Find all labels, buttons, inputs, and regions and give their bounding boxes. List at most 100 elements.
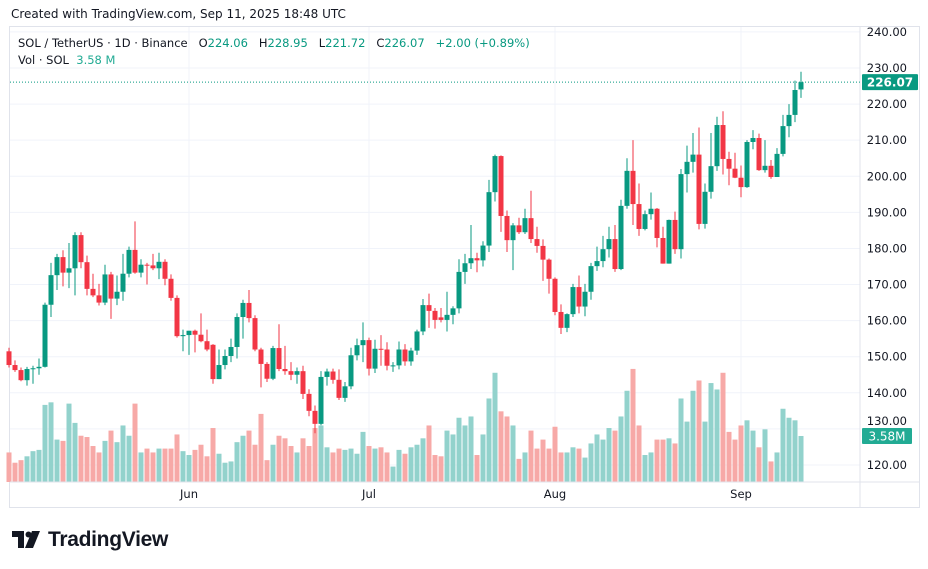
candle-down[interactable] bbox=[660, 237, 666, 264]
candle-down[interactable] bbox=[384, 349, 390, 366]
candle-up[interactable] bbox=[72, 235, 78, 269]
candle-up[interactable] bbox=[750, 138, 756, 142]
candle-down[interactable] bbox=[144, 264, 150, 266]
candle-up[interactable] bbox=[396, 349, 402, 366]
candle-up[interactable] bbox=[234, 317, 240, 347]
candle-down[interactable] bbox=[18, 370, 24, 381]
candle-down[interactable] bbox=[336, 379, 342, 398]
candle-up[interactable] bbox=[480, 245, 486, 261]
candle-up[interactable] bbox=[360, 340, 366, 346]
candle-down[interactable] bbox=[726, 158, 732, 169]
candle-down[interactable] bbox=[438, 317, 444, 320]
candle-down[interactable] bbox=[150, 265, 156, 269]
candle-up[interactable] bbox=[774, 153, 780, 177]
candle-down[interactable] bbox=[426, 305, 432, 311]
candle-down[interactable] bbox=[636, 204, 642, 229]
candle-up[interactable] bbox=[30, 368, 36, 370]
candle-down[interactable] bbox=[12, 365, 18, 371]
candle-down[interactable] bbox=[576, 287, 582, 307]
candle-up[interactable] bbox=[798, 82, 804, 90]
tradingview-logo[interactable]: TradingView bbox=[12, 528, 168, 552]
candle-down[interactable] bbox=[720, 125, 726, 159]
candle-down[interactable] bbox=[210, 344, 216, 380]
candle-up[interactable] bbox=[66, 268, 72, 273]
candle-down[interactable] bbox=[504, 215, 510, 241]
candle-down[interactable] bbox=[534, 239, 540, 246]
candle-up[interactable] bbox=[24, 368, 30, 381]
candle-down[interactable] bbox=[672, 219, 678, 250]
candle-down[interactable] bbox=[84, 262, 90, 289]
candle-down[interactable] bbox=[474, 258, 480, 261]
candle-up[interactable] bbox=[156, 261, 162, 269]
candle-down[interactable] bbox=[204, 341, 210, 350]
candle-down[interactable] bbox=[168, 278, 174, 298]
candle-down[interactable] bbox=[132, 249, 138, 273]
candle-up[interactable] bbox=[36, 366, 42, 369]
candle-down[interactable] bbox=[696, 154, 702, 224]
candle-up[interactable] bbox=[270, 348, 276, 379]
candle-up[interactable] bbox=[420, 305, 426, 332]
candle-down[interactable] bbox=[300, 371, 306, 394]
candle-down[interactable] bbox=[540, 245, 546, 260]
candle-up[interactable] bbox=[42, 304, 48, 367]
candle-up[interactable] bbox=[690, 154, 696, 162]
candle-down[interactable] bbox=[558, 311, 564, 328]
candle-up[interactable] bbox=[354, 345, 360, 356]
volume-label[interactable]: Vol · SOL bbox=[18, 53, 69, 67]
candle-up[interactable] bbox=[588, 266, 594, 292]
candle-down[interactable] bbox=[366, 340, 372, 369]
candle-up[interactable] bbox=[684, 161, 690, 175]
candle-up[interactable] bbox=[702, 191, 708, 224]
candle-up[interactable] bbox=[54, 257, 60, 276]
candle-down[interactable] bbox=[252, 318, 258, 350]
candle-up[interactable] bbox=[342, 386, 348, 398]
candle-down[interactable] bbox=[378, 348, 384, 350]
candle-down[interactable] bbox=[108, 274, 114, 299]
symbol-title[interactable]: SOL / TetherUS · 1D · Binance bbox=[18, 36, 188, 50]
candle-up[interactable] bbox=[120, 273, 126, 292]
candle-up[interactable] bbox=[744, 141, 750, 188]
candle-up[interactable] bbox=[444, 314, 450, 320]
candle-down[interactable] bbox=[516, 225, 522, 233]
candle-down[interactable] bbox=[282, 368, 288, 372]
candle-up[interactable] bbox=[792, 90, 798, 115]
candle-up[interactable] bbox=[408, 350, 414, 362]
candle-down[interactable] bbox=[60, 257, 66, 273]
candle-down[interactable] bbox=[330, 371, 336, 380]
candle-up[interactable] bbox=[48, 275, 54, 305]
candle-up[interactable] bbox=[486, 192, 492, 246]
candle-down[interactable] bbox=[654, 208, 660, 238]
candle-down[interactable] bbox=[258, 349, 264, 364]
candle-down[interactable] bbox=[498, 156, 504, 216]
candle-up[interactable] bbox=[186, 330, 192, 336]
candle-down[interactable] bbox=[192, 330, 198, 335]
candle-up[interactable] bbox=[492, 156, 498, 193]
candle-down[interactable] bbox=[552, 278, 558, 312]
candle-down[interactable] bbox=[96, 295, 102, 303]
candle-up[interactable] bbox=[222, 355, 228, 366]
candle-up[interactable] bbox=[708, 166, 714, 192]
candle-down[interactable] bbox=[732, 168, 738, 178]
candle-up[interactable] bbox=[468, 258, 474, 264]
candle-up[interactable] bbox=[510, 225, 516, 241]
candle-up[interactable] bbox=[618, 205, 624, 270]
candle-down[interactable] bbox=[432, 310, 438, 320]
candle-up[interactable] bbox=[522, 218, 528, 233]
candle-down[interactable] bbox=[528, 218, 534, 240]
candle-down[interactable] bbox=[612, 239, 618, 270]
candle-up[interactable] bbox=[780, 126, 786, 154]
candle-down[interactable] bbox=[630, 170, 636, 205]
candle-up[interactable] bbox=[678, 174, 684, 250]
candle-up[interactable] bbox=[762, 165, 768, 171]
candle-down[interactable] bbox=[162, 261, 168, 279]
candle-down[interactable] bbox=[276, 348, 282, 369]
candle-up[interactable] bbox=[648, 208, 654, 215]
candle-down[interactable] bbox=[288, 371, 294, 375]
candle-up[interactable] bbox=[642, 214, 648, 229]
candle-down[interactable] bbox=[174, 297, 180, 337]
candle-up[interactable] bbox=[318, 376, 324, 424]
candle-down[interactable] bbox=[756, 138, 762, 171]
candle-up[interactable] bbox=[114, 291, 120, 299]
candle-up[interactable] bbox=[456, 271, 462, 309]
candle-down[interactable] bbox=[402, 349, 408, 362]
